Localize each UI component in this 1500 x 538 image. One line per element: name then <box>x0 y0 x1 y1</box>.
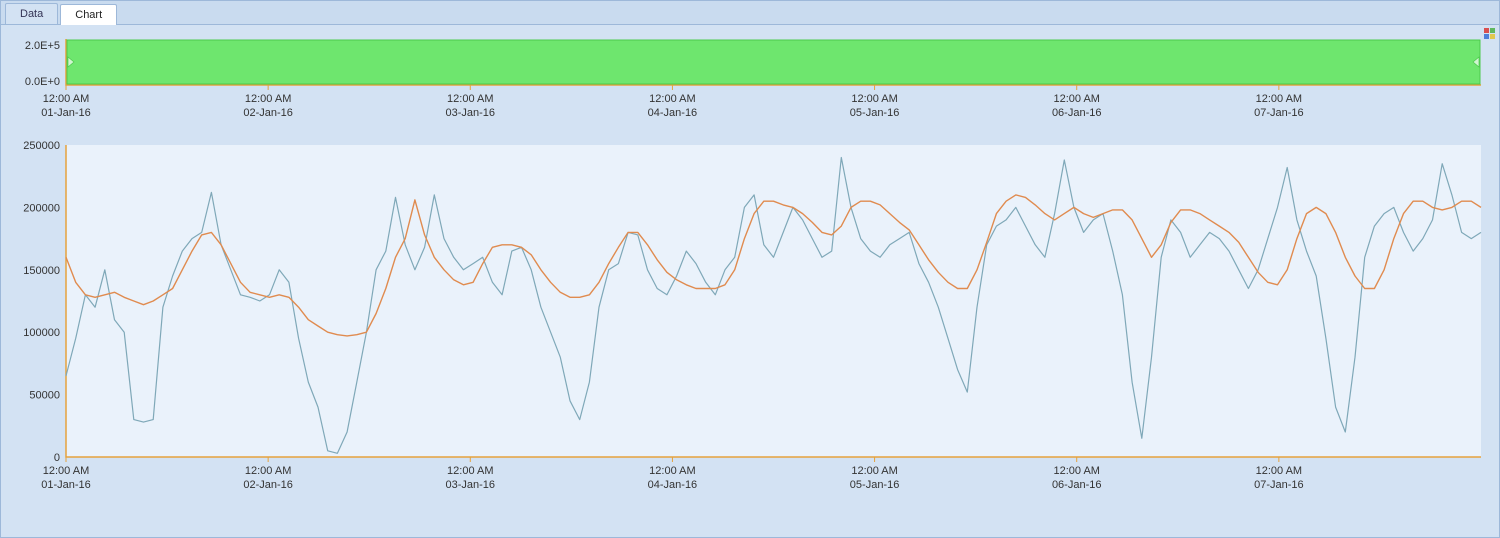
svg-text:07-Jan-16: 07-Jan-16 <box>1254 479 1304 491</box>
svg-text:05-Jan-16: 05-Jan-16 <box>850 107 900 119</box>
svg-text:12:00 AM: 12:00 AM <box>1053 93 1099 105</box>
svg-text:12:00 AM: 12:00 AM <box>1256 93 1302 105</box>
tab-data[interactable]: Data <box>5 3 58 24</box>
svg-text:12:00 AM: 12:00 AM <box>851 465 897 477</box>
svg-text:12:00 AM: 12:00 AM <box>43 465 89 477</box>
svg-text:05-Jan-16: 05-Jan-16 <box>850 479 900 491</box>
svg-text:2.0E+5: 2.0E+5 <box>25 40 60 52</box>
svg-text:12:00 AM: 12:00 AM <box>851 93 897 105</box>
svg-text:12:00 AM: 12:00 AM <box>245 93 291 105</box>
overview-panel[interactable]: 2.0E+5 0.0E+0 12:00 AM 01-Jan-16 12:00 AM 02-… <box>11 33 1489 133</box>
svg-text:03-Jan-16: 03-Jan-16 <box>446 107 496 119</box>
svg-text:12:00 AM: 12:00 AM <box>1256 465 1302 477</box>
svg-text:02-Jan-16: 02-Jan-16 <box>243 107 293 119</box>
svg-text:0: 0 <box>54 452 60 464</box>
svg-text:250000: 250000 <box>23 140 60 152</box>
svg-text:0.0E+0: 0.0E+0 <box>25 76 60 88</box>
svg-text:06-Jan-16: 06-Jan-16 <box>1052 107 1102 119</box>
svg-text:04-Jan-16: 04-Jan-16 <box>648 479 698 491</box>
tab-chart[interactable]: Chart <box>60 4 117 25</box>
svg-text:100000: 100000 <box>23 327 60 339</box>
svg-text:200000: 200000 <box>23 202 60 214</box>
svg-text:12:00 AM: 12:00 AM <box>447 465 493 477</box>
svg-text:02-Jan-16: 02-Jan-16 <box>243 479 293 491</box>
svg-text:12:00 AM: 12:00 AM <box>649 465 695 477</box>
tab-data-label: Data <box>20 8 43 20</box>
svg-text:12:00 AM: 12:00 AM <box>1053 465 1099 477</box>
svg-text:12:00 AM: 12:00 AM <box>649 93 695 105</box>
svg-text:12:00 AM: 12:00 AM <box>245 465 291 477</box>
main-chart-panel[interactable]: 25000020000015000010000050000012:00 AM01… <box>11 139 1489 527</box>
svg-text:50000: 50000 <box>29 390 60 402</box>
svg-text:12:00 AM: 12:00 AM <box>43 93 89 105</box>
svg-text:12:00 AM: 12:00 AM <box>447 93 493 105</box>
chart-content: 2.0E+5 0.0E+0 12:00 AM 01-Jan-16 12:00 AM 02-… <box>1 25 1499 537</box>
chart-window: Data Chart 2.0E+5 0.0E+0 12:00 AM 01-Jan-16… <box>0 0 1500 538</box>
svg-text:03-Jan-16: 03-Jan-16 <box>446 479 496 491</box>
svg-text:01-Jan-16: 01-Jan-16 <box>41 479 91 491</box>
svg-text:150000: 150000 <box>23 265 60 277</box>
tab-chart-label: Chart <box>75 9 102 21</box>
svg-text:06-Jan-16: 06-Jan-16 <box>1052 479 1102 491</box>
svg-text:01-Jan-16: 01-Jan-16 <box>41 107 91 119</box>
svg-text:07-Jan-16: 07-Jan-16 <box>1254 107 1304 119</box>
tab-strip: Data Chart <box>1 1 1499 25</box>
svg-text:04-Jan-16: 04-Jan-16 <box>648 107 698 119</box>
